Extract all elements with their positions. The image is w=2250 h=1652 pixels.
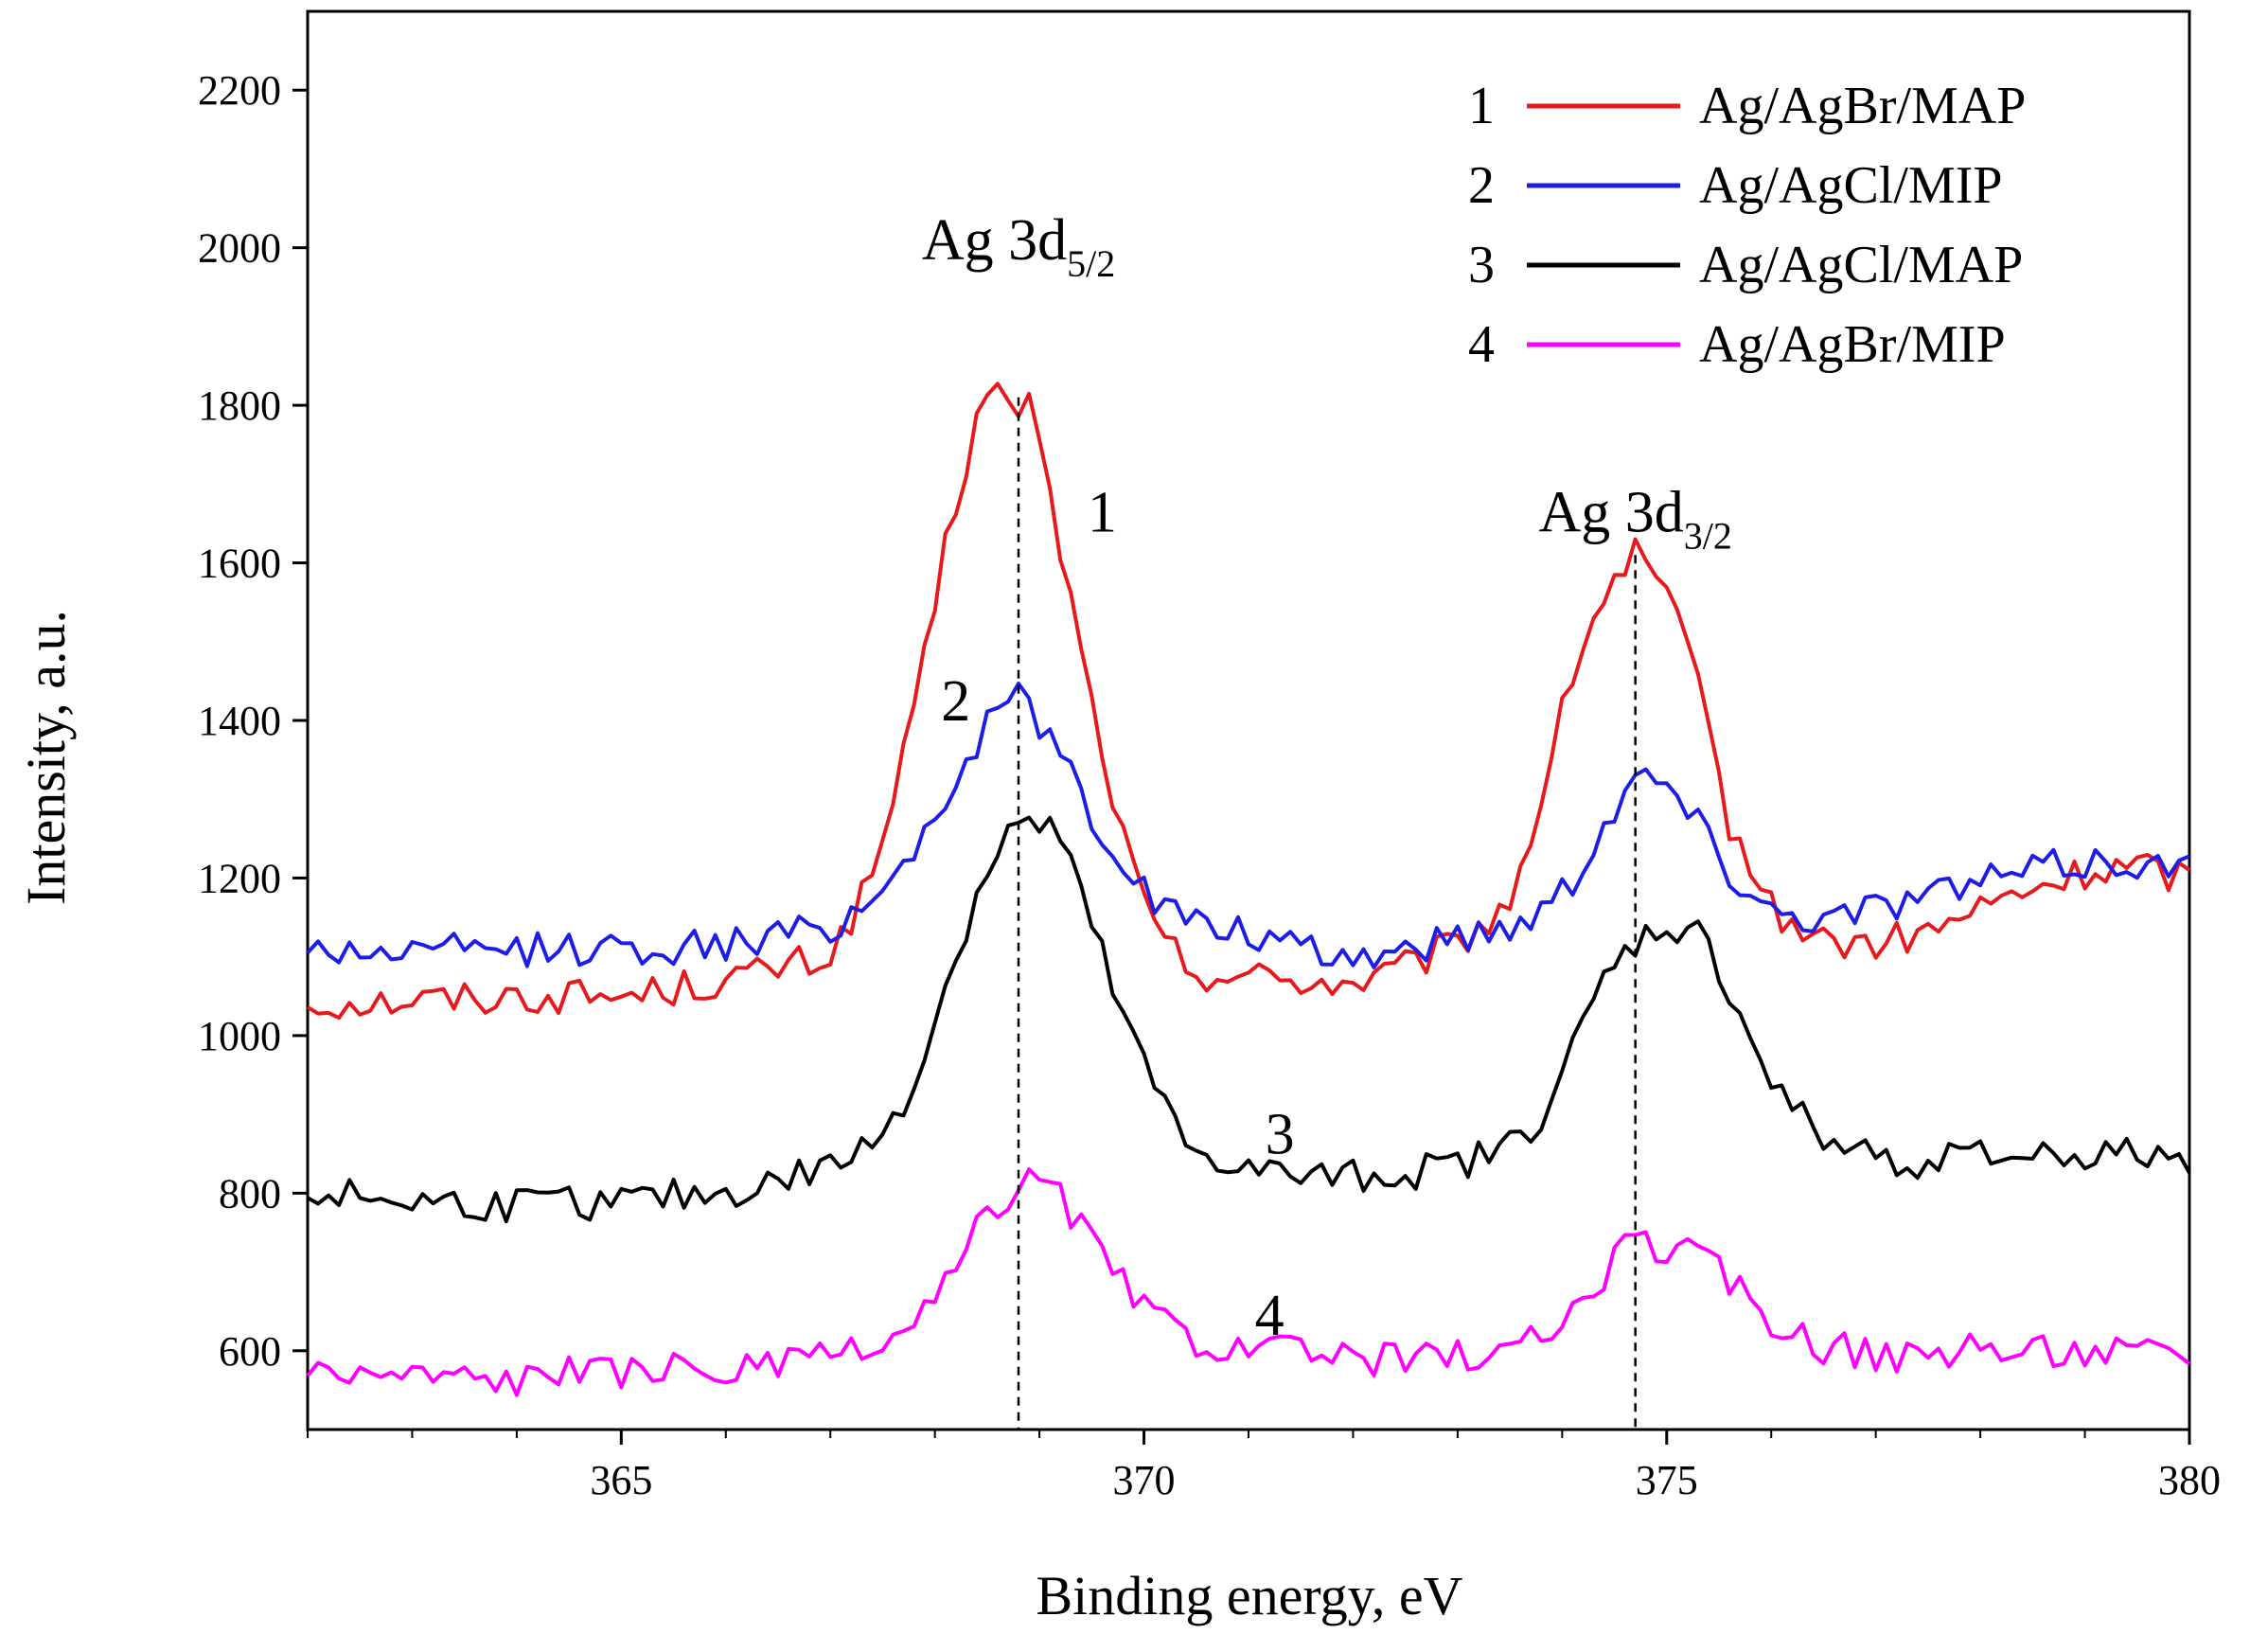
x-tick-label: 365 <box>590 1457 652 1503</box>
legend-label: Ag/AgBr/MIP <box>1699 315 2006 374</box>
y-axis-title: Intensity, a.u. <box>15 610 77 905</box>
x-tick-label: 370 <box>1113 1457 1176 1503</box>
curve-label: 1 <box>1088 480 1117 544</box>
legend-label: Ag/AgCl/MIP <box>1699 156 2003 215</box>
series-line-4 <box>306 1167 2191 1397</box>
y-tick-label: 1200 <box>198 855 281 901</box>
y-tick-label: 1400 <box>198 698 281 744</box>
y-tick-label: 1600 <box>198 541 281 587</box>
legend: 1 Ag/AgBr/MAP 2 Ag/AgCl/MIP 3 Ag/AgCl/MAP 4 Ag/… <box>1468 77 2026 374</box>
y-tick-label: 1800 <box>198 382 281 429</box>
series-layer <box>306 382 2191 1397</box>
curve-label: 3 <box>1266 1103 1295 1167</box>
legend-number: 3 <box>1468 236 1495 294</box>
series-line-2 <box>306 682 2190 969</box>
legend-number: 4 <box>1468 315 1495 374</box>
curve-label: 4 <box>1255 1284 1284 1348</box>
y-tick-label: 1000 <box>198 1013 281 1059</box>
curve-label: 2 <box>941 669 970 734</box>
series-line-1 <box>306 382 2191 1021</box>
legend-label: Ag/AgBr/MAP <box>1699 77 2026 135</box>
peak-label: Ag 3d5/2 <box>922 208 1115 285</box>
series-line-3 <box>307 815 2191 1224</box>
peak-label: Ag 3d3/2 <box>1538 480 1731 557</box>
y-tick-label: 800 <box>219 1170 281 1217</box>
x-tick-label: 375 <box>1636 1457 1698 1503</box>
y-tick-label: 600 <box>219 1328 281 1375</box>
legend-label: Ag/AgCl/MAP <box>1699 236 2023 294</box>
x-axis-title: Binding energy, eV <box>1036 1565 1462 1626</box>
legend-number: 1 <box>1468 77 1495 135</box>
x-tick-label: 380 <box>2158 1457 2221 1503</box>
annotations-layer: Ag 3d5/2 Ag 3d3/2 1 2 3 4 <box>922 208 1732 1430</box>
axes: 600 800 1000 1200 1400 1600 1800 2000 2200 365 370… <box>198 9 2221 1503</box>
legend-number: 2 <box>1468 156 1495 215</box>
y-tick-label: 2200 <box>198 67 281 114</box>
y-tick-label: 2000 <box>198 225 281 272</box>
